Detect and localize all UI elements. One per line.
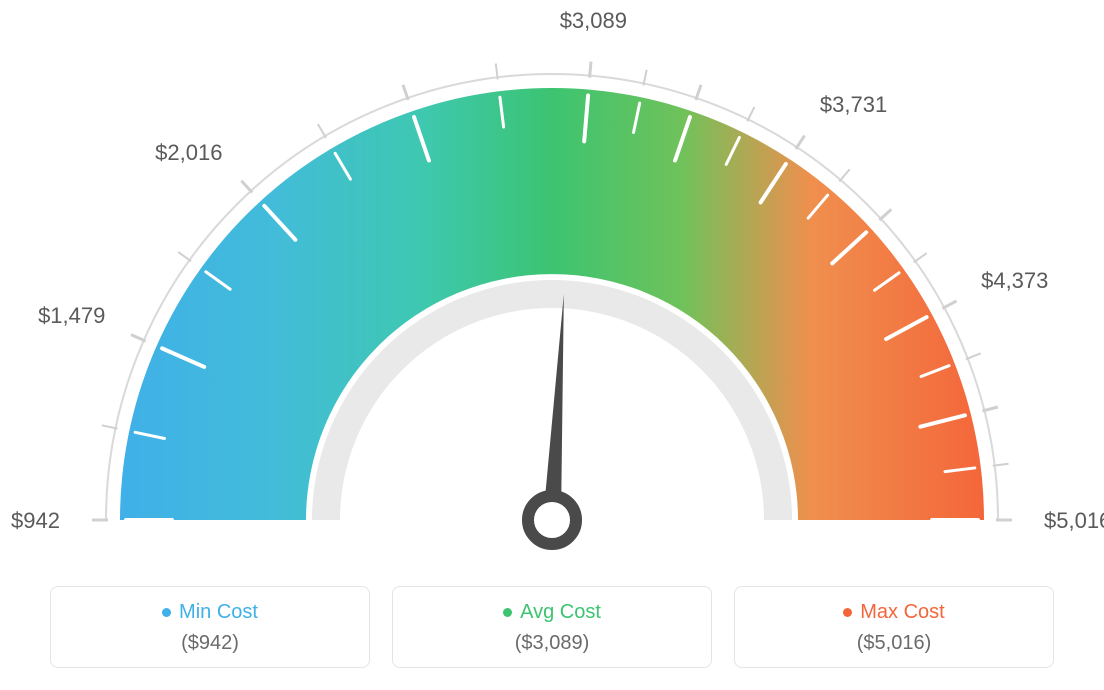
legend-title-max-text: Max Cost xyxy=(860,601,944,624)
legend-value-avg: ($3,089) xyxy=(393,632,711,655)
legend-value-max: ($5,016) xyxy=(735,632,1053,655)
legend-title-avg-text: Avg Cost xyxy=(520,601,601,624)
gauge-tick-label: $5,016 xyxy=(1044,508,1104,534)
legend-title-min-text: Min Cost xyxy=(179,601,258,624)
gauge-tick-label: $3,731 xyxy=(820,92,887,118)
gauge-svg xyxy=(0,20,1104,580)
legend-dot-min xyxy=(162,608,171,617)
gauge-tick-label: $3,089 xyxy=(560,8,627,34)
legend-card-min: Min Cost ($942) xyxy=(50,586,370,668)
legend-card-avg: Avg Cost ($3,089) xyxy=(392,586,712,668)
gauge-tick-label: $4,373 xyxy=(981,268,1048,294)
legend-title-avg: Avg Cost xyxy=(503,601,601,624)
gauge-tick-label: $2,016 xyxy=(155,140,222,166)
legend-row: Min Cost ($942) Avg Cost ($3,089) Max Co… xyxy=(0,586,1104,668)
legend-title-max: Max Cost xyxy=(843,601,944,624)
legend-title-min: Min Cost xyxy=(162,601,258,624)
legend-dot-max xyxy=(843,608,852,617)
legend-value-min: ($942) xyxy=(51,632,369,655)
gauge-tick-label: $942 xyxy=(11,508,60,534)
gauge-chart: $942 $1,479 $2,016 $3,089 $3,731 $4,373 $5,016 xyxy=(0,10,1104,570)
legend-dot-avg xyxy=(503,608,512,617)
legend-card-max: Max Cost ($5,016) xyxy=(734,586,1054,668)
gauge-tick-label: $1,479 xyxy=(38,303,105,329)
